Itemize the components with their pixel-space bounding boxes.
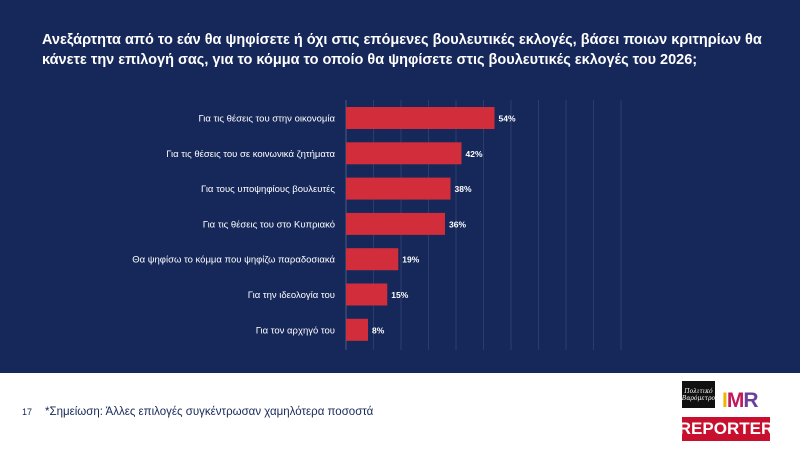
category-label: Για την ιδεολογία του <box>248 290 335 301</box>
category-label: Για τις θέσεις του στην οικονομία <box>198 114 335 125</box>
category-label: Για τον αρχηγό του <box>256 325 335 336</box>
data-label: 15% <box>391 290 408 300</box>
barometer-logo: Πολιτικό Βαρόμετρο <box>682 381 715 408</box>
data-label: 38% <box>455 184 472 194</box>
data-label: 42% <box>466 149 483 159</box>
data-label: 54% <box>499 114 516 124</box>
chart-title: Ανεξάρτητα από το εάν θα ψηφίσετε ή όχι … <box>42 32 762 68</box>
category-label: Για τους υποψηφίους βουλευτές <box>201 184 335 195</box>
category-label: Θα ψηφίσω το κόμμα που ψηφίζω παραδοσιακ… <box>132 255 335 266</box>
bar <box>346 318 368 341</box>
bar <box>346 212 445 235</box>
category-label: Για τις θέσεις του σε κοινωνικά ζητήματα <box>166 149 335 160</box>
imr-logo-r: R <box>743 389 758 412</box>
imr-logo-m: M <box>726 389 744 412</box>
bar-chart: Για τις θέσεις του στην οικονομία 54% Για … <box>132 100 622 350</box>
data-label: 19% <box>402 255 419 265</box>
page-number: 17 <box>22 407 33 417</box>
data-label: 8% <box>372 325 385 335</box>
bar <box>346 283 388 306</box>
bar <box>346 177 451 200</box>
reporter-logo: REPORTER <box>678 416 774 442</box>
data-label: 36% <box>449 219 466 229</box>
reporter-logo-text: REPORTER <box>678 419 774 438</box>
imr-logo-i: I <box>722 389 728 412</box>
bar <box>346 248 399 271</box>
bar <box>346 142 462 165</box>
imr-logo: IMR <box>722 389 759 412</box>
bar <box>346 107 495 129</box>
footnote: *Σημείωση: Άλλες επιλογές συγκέντρωσαν χ… <box>45 406 374 418</box>
category-label: Για τις θέσεις του στο Κυπριακό <box>203 219 335 230</box>
barometer-logo-text: Πολιτικό Βαρόμετρο <box>681 387 716 402</box>
